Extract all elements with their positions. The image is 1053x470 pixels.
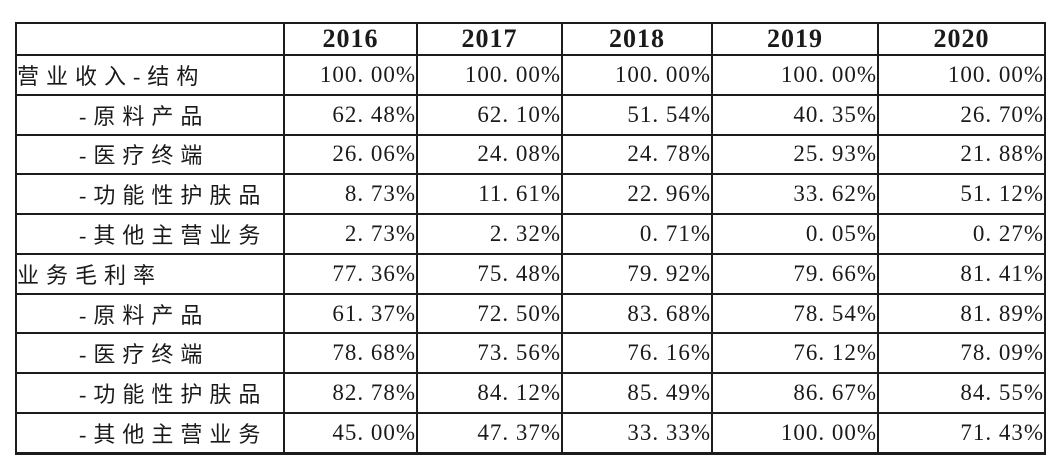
value-cell: 100. 00%: [711, 412, 879, 455]
value-cell: 26. 06%: [283, 133, 418, 176]
value-cell: 81. 41%: [877, 252, 1046, 295]
table-row: -功能性护肤品 8. 73% 11. 61% 22. 96% 33. 62% 51. 12…: [15, 173, 1046, 216]
row-label: 营业收入-结构: [15, 54, 285, 96]
year-header-2018: 2018: [561, 22, 713, 56]
revenue-structure-gross-margin-table: 2016 2017 2018 2019 2020 营业收入-结构 100. 00%…: [15, 22, 1046, 455]
value-cell: 100. 00%: [561, 54, 713, 96]
value-cell: 61. 37%: [283, 292, 418, 335]
table-body: 营业收入-结构 100. 00% 100. 00% 100. 00% 100. 00% 1…: [15, 54, 1046, 455]
value-cell: 51. 12%: [877, 173, 1046, 216]
value-cell: 83. 68%: [561, 292, 713, 335]
table-row: 业务毛利率 77. 36% 75. 48% 79. 92% 79. 66% 81. 41%: [15, 252, 1046, 295]
table-row: -原料产品 62. 48% 62. 10% 51. 54% 40. 35% 26. 70%: [15, 93, 1046, 136]
row-label: -功能性护肤品: [15, 372, 285, 415]
value-cell: 62. 10%: [416, 93, 563, 136]
value-cell: 62. 48%: [283, 93, 418, 136]
value-cell: 78. 54%: [711, 292, 879, 335]
corner-empty-cell: [15, 22, 285, 56]
value-cell: 86. 67%: [711, 372, 879, 415]
value-cell: 21. 88%: [877, 133, 1046, 176]
row-label: 业务毛利率: [15, 252, 285, 295]
value-cell: 100. 00%: [877, 54, 1046, 96]
value-cell: 79. 92%: [561, 252, 713, 295]
value-cell: 11. 61%: [416, 173, 563, 216]
table-header: 2016 2017 2018 2019 2020: [15, 22, 1046, 56]
value-cell: 33. 33%: [561, 412, 713, 455]
value-cell: 2. 32%: [416, 213, 563, 255]
value-cell: 33. 62%: [711, 173, 879, 216]
value-cell: 40. 35%: [711, 93, 879, 136]
row-label: -医疗终端: [15, 332, 285, 375]
value-cell: 81. 89%: [877, 292, 1046, 335]
value-cell: 85. 49%: [561, 372, 713, 415]
value-cell: 51. 54%: [561, 93, 713, 136]
row-label: -医疗终端: [15, 133, 285, 176]
value-cell: 100. 00%: [416, 54, 563, 96]
value-cell: 2. 73%: [283, 213, 418, 255]
value-cell: 0. 71%: [561, 213, 713, 255]
revenue-structure-table-container: 2016 2017 2018 2019 2020 营业收入-结构 100. 00%…: [15, 22, 1046, 455]
value-cell: 82. 78%: [283, 372, 418, 415]
value-cell: 100. 00%: [711, 54, 879, 96]
value-cell: 72. 50%: [416, 292, 563, 335]
row-label: -功能性护肤品: [15, 173, 285, 216]
value-cell: 45. 00%: [283, 412, 418, 455]
value-cell: 73. 56%: [416, 332, 563, 375]
value-cell: 75. 48%: [416, 252, 563, 295]
value-cell: 76. 16%: [561, 332, 713, 375]
year-header-2017: 2017: [416, 22, 563, 56]
value-cell: 79. 66%: [711, 252, 879, 295]
table-row: 营业收入-结构 100. 00% 100. 00% 100. 00% 100. 00% 1…: [15, 54, 1046, 96]
row-label: -原料产品: [15, 292, 285, 335]
table-row: -功能性护肤品 82. 78% 84. 12% 85. 49% 86. 67% 84. 5…: [15, 372, 1046, 415]
table-row: -原料产品 61. 37% 72. 50% 83. 68% 78. 54% 81. 89%: [15, 292, 1046, 335]
value-cell: 0. 05%: [711, 213, 879, 255]
table-row: -其他主营业务 2. 73% 2. 32% 0. 71% 0. 05% 0. 27%: [15, 213, 1046, 255]
value-cell: 78. 09%: [877, 332, 1046, 375]
value-cell: 84. 12%: [416, 372, 563, 415]
table-row: -医疗终端 78. 68% 73. 56% 76. 16% 76. 12% 78. 09%: [15, 332, 1046, 375]
value-cell: 25. 93%: [711, 133, 879, 176]
value-cell: 71. 43%: [877, 412, 1046, 455]
year-header-2020: 2020: [877, 22, 1046, 56]
row-label: -其他主营业务: [15, 213, 285, 255]
row-label: -原料产品: [15, 93, 285, 136]
value-cell: 24. 08%: [416, 133, 563, 176]
value-cell: 100. 00%: [283, 54, 418, 96]
value-cell: 24. 78%: [561, 133, 713, 176]
table-row: -其他主营业务 45. 00% 47. 37% 33. 33% 100. 00% 71. …: [15, 412, 1046, 455]
value-cell: 78. 68%: [283, 332, 418, 375]
value-cell: 47. 37%: [416, 412, 563, 455]
value-cell: 0. 27%: [877, 213, 1046, 255]
header-row: 2016 2017 2018 2019 2020: [15, 22, 1046, 56]
table-row: -医疗终端 26. 06% 24. 08% 24. 78% 25. 93% 21. 88%: [15, 133, 1046, 176]
value-cell: 77. 36%: [283, 252, 418, 295]
row-label: -其他主营业务: [15, 412, 285, 455]
value-cell: 22. 96%: [561, 173, 713, 216]
year-header-2016: 2016: [283, 22, 418, 56]
value-cell: 76. 12%: [711, 332, 879, 375]
value-cell: 8. 73%: [283, 173, 418, 216]
year-header-2019: 2019: [711, 22, 879, 56]
value-cell: 84. 55%: [877, 372, 1046, 415]
value-cell: 26. 70%: [877, 93, 1046, 136]
